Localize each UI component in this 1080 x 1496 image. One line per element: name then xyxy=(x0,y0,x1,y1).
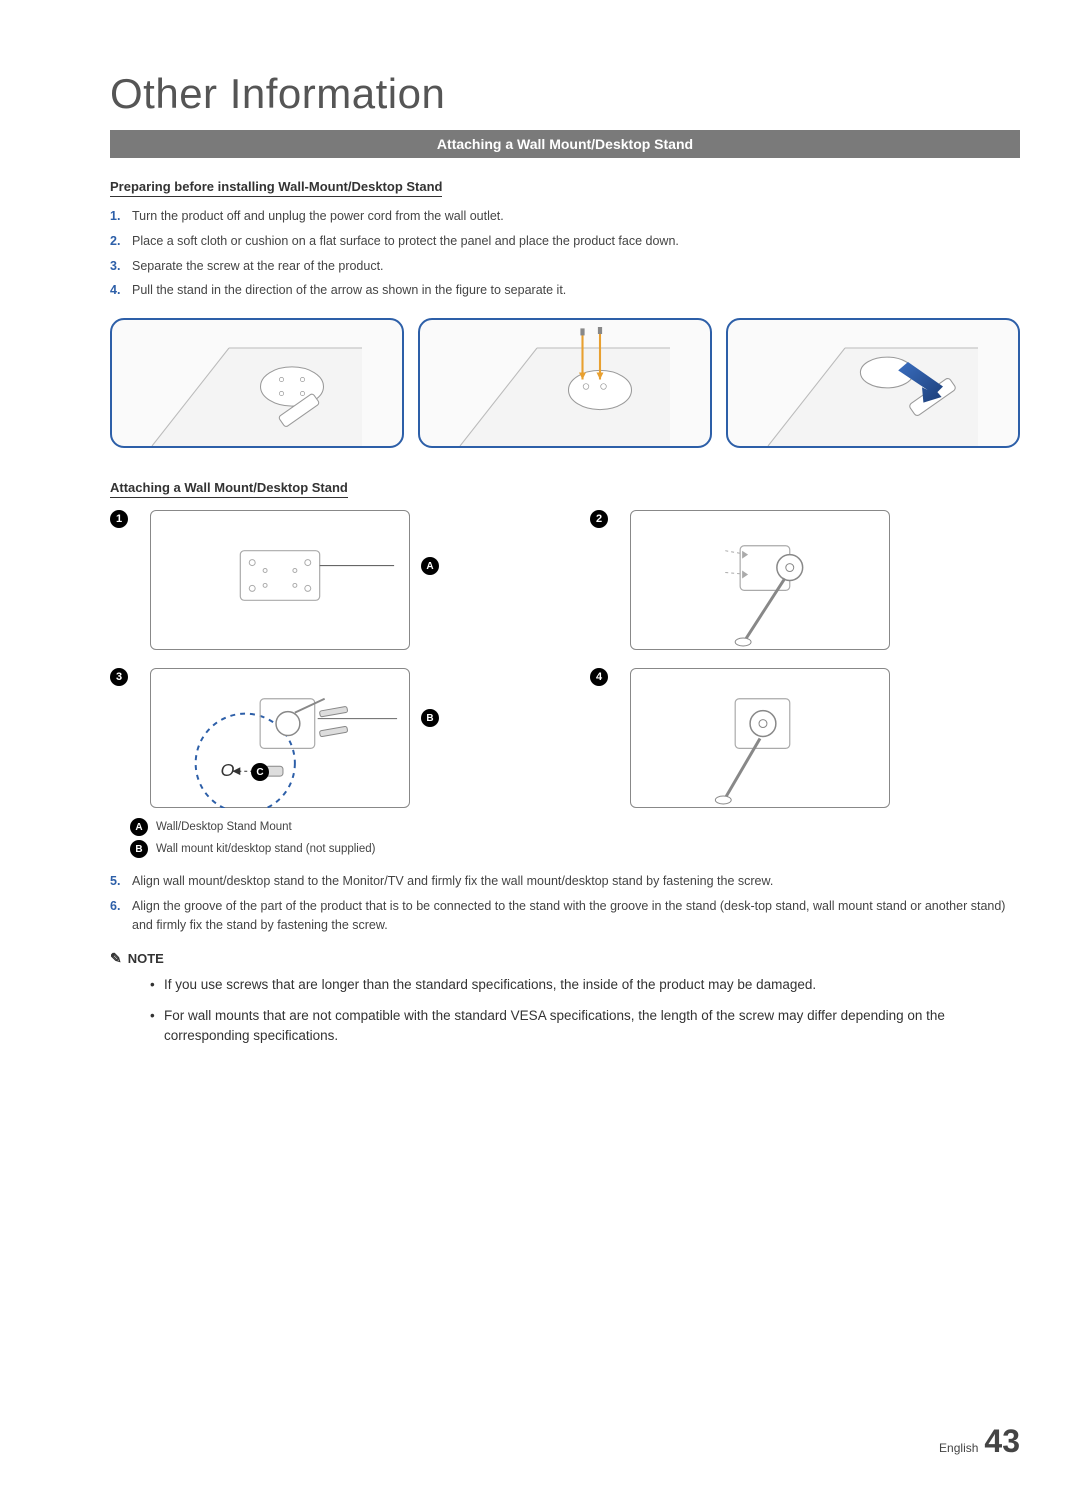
label-B: B xyxy=(421,709,439,727)
legend-text-b: Wall mount kit/desktop stand (not suppli… xyxy=(156,843,375,855)
list-text: Place a soft cloth or cushion on a flat … xyxy=(132,232,679,251)
list-number: 3. xyxy=(110,257,132,276)
note-header: ✎ NOTE xyxy=(110,950,1020,967)
figure-cell-1: 1 A xyxy=(110,510,540,650)
section-banner: Attaching a Wall Mount/Desktop Stand xyxy=(110,130,1020,158)
list-number: 1. xyxy=(110,207,132,226)
step-badge-1: 1 xyxy=(110,510,128,528)
page-footer: English 43 xyxy=(939,1423,1020,1460)
footer-page: 43 xyxy=(984,1423,1020,1460)
list-text: Separate the screw at the rear of the pr… xyxy=(132,257,384,276)
label-C: C xyxy=(251,763,269,781)
note-bullets: If you use screws that are longer than t… xyxy=(150,975,1020,1046)
footer-lang: English xyxy=(939,1441,978,1455)
legend-badge-A: A xyxy=(130,818,148,836)
figure-legend: A Wall/Desktop Stand Mount B Wall mount ki… xyxy=(130,818,1020,858)
note-bullet: If you use screws that are longer than t… xyxy=(150,975,1020,995)
figure-panel-1 xyxy=(110,318,404,448)
figure-cell-4: 4 xyxy=(590,668,1020,808)
attach-subheading: Attaching a Wall Mount/Desktop Stand xyxy=(110,480,348,498)
step-badge-2: 2 xyxy=(590,510,608,528)
steps-list-2: 5.Align wall mount/desktop stand to the … xyxy=(110,872,1020,934)
figure-row-1 xyxy=(110,318,1020,448)
note-label: NOTE xyxy=(128,951,164,966)
prep-heading: Preparing before installing Wall-Mount/D… xyxy=(110,179,442,197)
figure-panel-3 xyxy=(726,318,1020,448)
legend-badge-B: B xyxy=(130,840,148,858)
prep-list: 1.Turn the product off and unplug the po… xyxy=(110,207,1020,300)
list-number: 4. xyxy=(110,281,132,300)
list-number: 5. xyxy=(110,872,132,891)
legend-text-a: Wall/Desktop Stand Mount xyxy=(156,821,292,833)
step-badge-3: 3 xyxy=(110,668,128,686)
figure-panel-2 xyxy=(418,318,712,448)
list-text: Turn the product off and unplug the powe… xyxy=(132,207,504,226)
label-A: A xyxy=(421,557,439,575)
list-number: 6. xyxy=(110,897,132,916)
list-text: Align wall mount/desktop stand to the Mo… xyxy=(132,872,773,891)
figure-cell-2: 2 xyxy=(590,510,1020,650)
list-number: 2. xyxy=(110,232,132,251)
note-icon: ✎ xyxy=(110,950,122,967)
step-badge-4: 4 xyxy=(590,668,608,686)
list-text: Pull the stand in the direction of the a… xyxy=(132,281,566,300)
figure-cell-3: 3 O B C xyxy=(110,668,540,808)
figure-grid-2: 1 A 2 xyxy=(110,510,1020,808)
list-text: Align the groove of the part of the prod… xyxy=(132,897,1020,935)
note-bullet: For wall mounts that are not compatible … xyxy=(150,1006,1020,1047)
svg-text:O: O xyxy=(220,760,234,780)
page-title: Other Information xyxy=(110,70,1020,118)
